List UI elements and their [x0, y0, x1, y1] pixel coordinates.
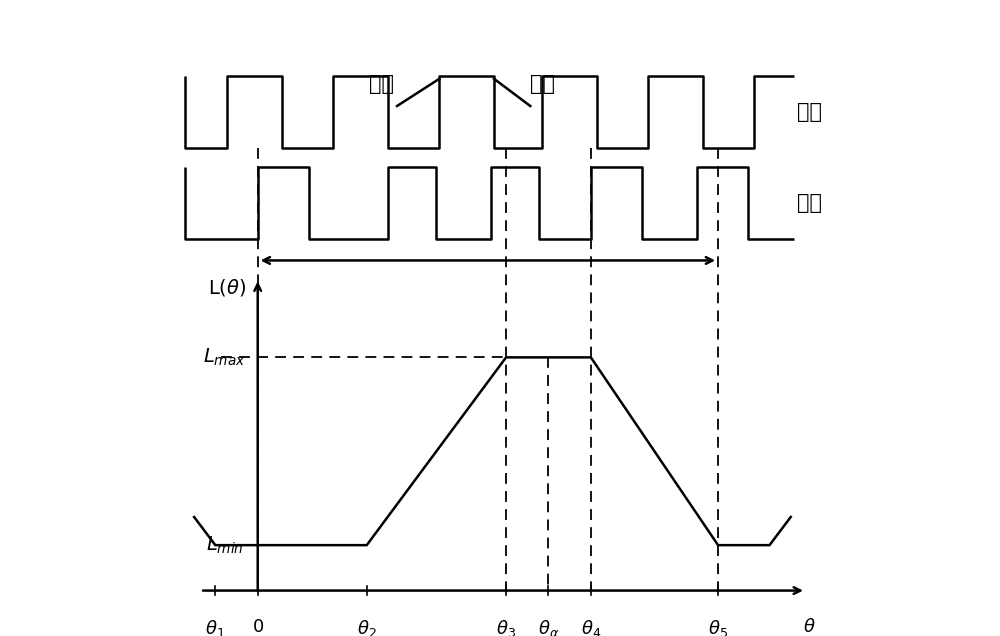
Text: 后沿: 后沿: [369, 74, 394, 94]
Text: $\theta_2$: $\theta_2$: [357, 618, 377, 636]
Text: 转子: 转子: [797, 193, 822, 213]
Text: 定子: 定子: [797, 102, 822, 122]
Text: $\theta_\alpha$: $\theta_\alpha$: [538, 618, 559, 636]
Text: $\theta_4$: $\theta_4$: [581, 618, 601, 636]
Text: L($\theta$): L($\theta$): [208, 277, 247, 298]
Text: $\theta_3$: $\theta_3$: [496, 618, 516, 636]
Text: $\theta_1$: $\theta_1$: [205, 618, 225, 636]
Text: $L_{max}$: $L_{max}$: [203, 347, 246, 368]
Text: $0$: $0$: [252, 618, 264, 636]
Text: 前沿: 前沿: [530, 74, 555, 94]
Text: $\theta$: $\theta$: [803, 618, 815, 636]
Text: $\theta_5$: $\theta_5$: [708, 618, 728, 636]
Text: $L_{min}$: $L_{min}$: [206, 534, 243, 556]
